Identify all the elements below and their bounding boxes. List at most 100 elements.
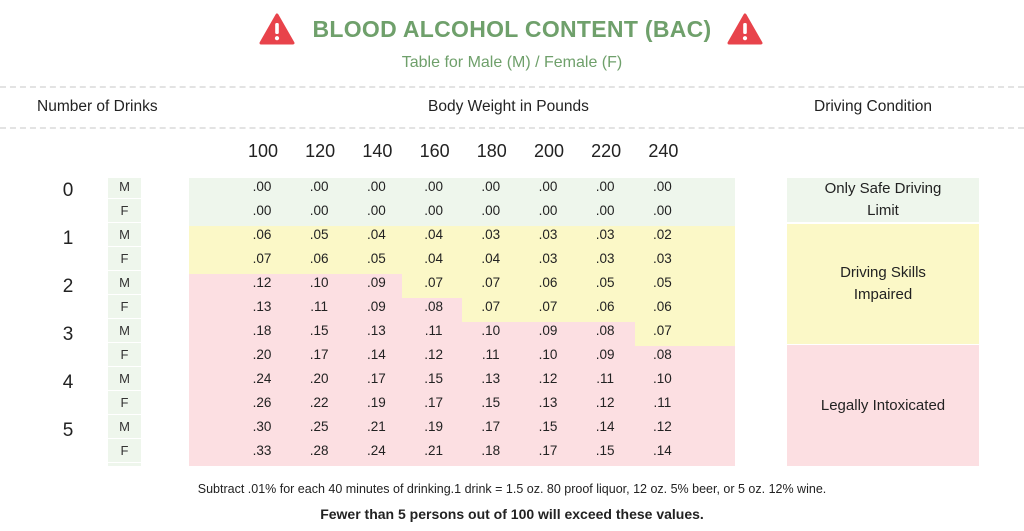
- bac-cell: .00: [653, 203, 672, 218]
- weight-header: 160: [419, 141, 450, 161]
- bac-cell: .07: [653, 323, 672, 338]
- bac-cell: .18: [481, 443, 501, 458]
- drink-count-label: 2: [62, 276, 74, 297]
- bac-cell: .00: [595, 203, 615, 218]
- bac-cell: .03: [481, 227, 501, 242]
- sex-label: M: [108, 415, 141, 439]
- bac-cell: .17: [481, 419, 501, 434]
- bac-cell: .04: [424, 227, 443, 242]
- bac-cell: .14: [367, 347, 386, 362]
- bac-cell: .00: [309, 179, 329, 194]
- bac-cell: .00: [538, 203, 558, 218]
- drink-count-label: 3: [62, 324, 74, 345]
- bac-cell: .26: [252, 395, 272, 410]
- sex-label: F: [108, 247, 141, 271]
- bac-cell: .21: [367, 419, 386, 434]
- bac-cell: .14: [595, 419, 615, 434]
- bac-cell: .19: [424, 419, 443, 434]
- bac-cell: .15: [538, 419, 558, 434]
- weight-header: 220: [591, 141, 622, 161]
- bac-cell: .07: [538, 299, 558, 314]
- drink-count-label: 0: [62, 180, 74, 201]
- weight-header-row: 100 120 140 160 180 200 220 240: [233, 141, 693, 165]
- bac-cell: .17: [367, 371, 386, 386]
- zone-legal: [402, 298, 462, 322]
- condition-safe: Only Safe Driving Limit: [787, 178, 979, 222]
- bac-cell: .13: [481, 371, 501, 386]
- sex-label: F: [108, 439, 141, 463]
- condition-impaired: Driving Skills Impaired: [787, 224, 979, 344]
- bac-cell: .07: [481, 299, 501, 314]
- bac-cell: .19: [367, 395, 386, 410]
- warning-icon-left: [259, 13, 295, 45]
- bac-cell: .06: [252, 227, 272, 242]
- bac-cell: .33: [252, 443, 272, 458]
- bac-cell: .13: [367, 323, 386, 338]
- weight-header: 240: [648, 141, 679, 161]
- bac-cell: .00: [252, 203, 272, 218]
- weight-header: 100: [247, 141, 279, 161]
- bac-cell: .17: [424, 395, 443, 410]
- bac-cell: .08: [424, 299, 443, 314]
- bac-cell: .13: [252, 299, 272, 314]
- bac-cell: .07: [252, 251, 272, 266]
- page-subtitle: Table for Male (M) / Female (F): [401, 54, 623, 71]
- bac-cell: .05: [595, 275, 615, 290]
- bac-cell: .12: [538, 371, 558, 386]
- bac-cell: .00: [595, 179, 615, 194]
- bac-cell: .03: [653, 251, 672, 266]
- bac-cell: .00: [367, 179, 386, 194]
- sex-label: M: [108, 175, 141, 199]
- bac-cell: .00: [481, 203, 501, 218]
- bac-cell: .18: [252, 323, 272, 338]
- drinks-column-header: Number of Drinks: [37, 98, 158, 115]
- condition-safe-label: Only Safe Driving Limit: [824, 180, 942, 219]
- bac-cell: .05: [653, 275, 672, 290]
- zone-impaired: [635, 322, 735, 346]
- bac-cell: .10: [653, 371, 672, 386]
- divider-top: [0, 86, 1024, 88]
- bac-cell: .05: [367, 251, 386, 266]
- footnote: Subtract .01% for each 40 minutes of dri…: [197, 482, 827, 496]
- bac-cell: .20: [252, 347, 272, 362]
- bac-cell: .09: [367, 299, 386, 314]
- bac-cell: .06: [538, 275, 558, 290]
- bac-cell: .10: [481, 323, 501, 338]
- header: BLOOD ALCOHOL CONTENT (BAC) Table for Ma…: [0, 0, 1024, 84]
- bac-cell: .15: [595, 443, 615, 458]
- bac-cell: .11: [424, 323, 443, 338]
- bac-cell: .00: [309, 203, 329, 218]
- condition-legal: Legally Intoxicated: [787, 345, 979, 466]
- bac-cell: .20: [309, 371, 329, 386]
- bac-cell: .03: [538, 251, 558, 266]
- zone-legal: [189, 346, 735, 466]
- bac-cell: .00: [538, 179, 558, 194]
- bac-cell: .22: [309, 395, 329, 410]
- bac-cell: .04: [481, 251, 501, 266]
- bac-cell: .09: [595, 347, 615, 362]
- bac-cell: .00: [424, 203, 443, 218]
- bac-cell: .12: [424, 347, 443, 362]
- sex-label: F: [108, 391, 141, 415]
- bac-cell: .09: [538, 323, 558, 338]
- warning-icon-right: [727, 13, 763, 45]
- zone-legal: [189, 322, 462, 346]
- sex-label: F: [108, 295, 141, 319]
- bac-cell: .00: [367, 203, 386, 218]
- bac-cell: .00: [481, 179, 501, 194]
- condition-impaired-label: Driving Skills Impaired: [840, 264, 926, 303]
- bac-cell: .21: [424, 443, 443, 458]
- bac-cell: .02: [653, 227, 672, 242]
- bac-cell: .06: [309, 251, 329, 266]
- weight-header: 200: [533, 141, 565, 161]
- bac-cell: .12: [595, 395, 615, 410]
- bac-cell: .04: [424, 251, 443, 266]
- sex-label: M: [108, 271, 141, 295]
- page-title: BLOOD ALCOHOL CONTENT (BAC): [312, 16, 712, 42]
- sex-label: F: [108, 199, 141, 223]
- bac-cell: .09: [367, 275, 386, 290]
- weight-header: 180: [476, 141, 507, 161]
- bac-cell: .05: [309, 227, 329, 242]
- bac-cell: .03: [595, 251, 615, 266]
